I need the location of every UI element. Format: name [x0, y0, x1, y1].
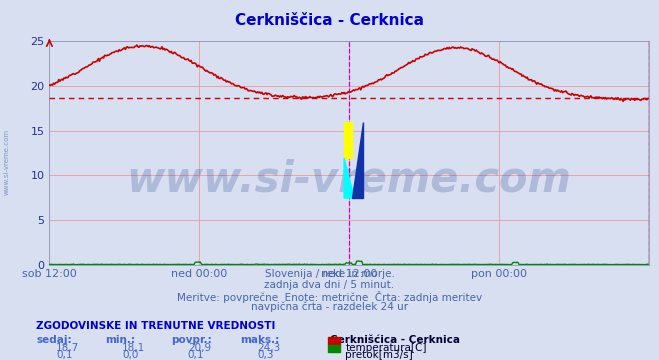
Text: Cerknišćica - Cerknica: Cerknišćica - Cerknica	[330, 335, 459, 345]
Text: navpična črta - razdelek 24 ur: navpična črta - razdelek 24 ur	[251, 302, 408, 312]
FancyBboxPatch shape	[344, 122, 353, 158]
Text: sedaj:: sedaj:	[36, 335, 72, 345]
Text: zadnja dva dni / 5 minut.: zadnja dva dni / 5 minut.	[264, 280, 395, 290]
Text: temperatura[C]: temperatura[C]	[345, 343, 427, 353]
Text: ZGODOVINSKE IN TRENUTNE VREDNOSTI: ZGODOVINSKE IN TRENUTNE VREDNOSTI	[36, 321, 275, 331]
Text: pretok[m3/s]: pretok[m3/s]	[345, 350, 413, 360]
Text: 18,7: 18,7	[56, 343, 79, 353]
Text: maks.:: maks.:	[241, 335, 280, 345]
Text: www.si-vreme.com: www.si-vreme.com	[127, 159, 572, 201]
Text: 0,1: 0,1	[56, 350, 72, 360]
Polygon shape	[353, 122, 363, 198]
Text: Slovenija / reke in morje.: Slovenija / reke in morje.	[264, 269, 395, 279]
Text: Cerkniščica - Cerknica: Cerkniščica - Cerknica	[235, 13, 424, 28]
Text: 0,0: 0,0	[122, 350, 138, 360]
Text: Meritve: povprečne  Enote: metrične  Črta: zadnja meritev: Meritve: povprečne Enote: metrične Črta:…	[177, 291, 482, 303]
Text: 24,3: 24,3	[257, 343, 280, 353]
Text: 0,3: 0,3	[257, 350, 273, 360]
Text: min.:: min.:	[105, 335, 136, 345]
Polygon shape	[344, 158, 355, 198]
Text: 18,1: 18,1	[122, 343, 145, 353]
Text: 20,9: 20,9	[188, 343, 211, 353]
Text: povpr.:: povpr.:	[171, 335, 212, 345]
Text: 0,1: 0,1	[188, 350, 204, 360]
Text: www.si-vreme.com: www.si-vreme.com	[3, 129, 10, 195]
